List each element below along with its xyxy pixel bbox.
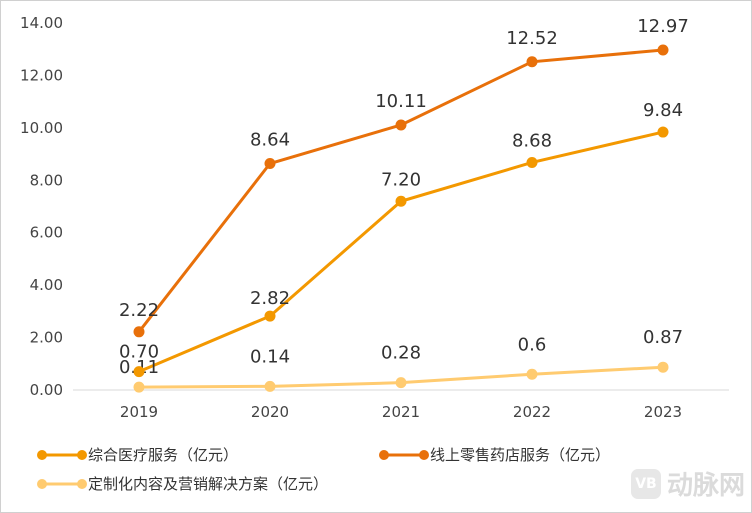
data-point-0 [526, 156, 538, 168]
data-point-0 [264, 310, 276, 322]
legend-marker-0 [37, 449, 87, 460]
y-tick-label: 12.00 [20, 66, 63, 84]
legend-item-2: 定制化内容及营销解决方案（亿元） [36, 473, 328, 494]
legend-item-0: 综合医疗服务（亿元） [36, 444, 238, 465]
data-point-1 [133, 326, 145, 338]
data-label-0: 9.84 [643, 100, 683, 121]
y-tick-label: 8.00 [30, 171, 63, 189]
data-point-1 [526, 56, 538, 68]
data-point-1 [657, 44, 669, 56]
legend-label: 线上零售药店服务（亿元） [430, 446, 611, 464]
data-point-0 [133, 366, 145, 378]
data-point-2 [133, 381, 145, 393]
x-tick-label: 2021 [382, 403, 420, 421]
data-label-1: 8.64 [250, 130, 290, 151]
watermark-logo: VB 动脉网 [630, 465, 745, 502]
series-line-0 [138, 130, 664, 374]
y-tick-label: 2.00 [30, 329, 63, 347]
y-tick-label: 4.00 [30, 276, 63, 294]
data-label-0: 7.20 [381, 169, 421, 190]
y-tick-label: 6.00 [30, 224, 63, 242]
y-tick-label: 14.00 [20, 14, 63, 32]
data-point-2 [395, 377, 407, 389]
x-tick-label: 2023 [644, 403, 682, 421]
data-point-0 [395, 195, 407, 207]
data-label-2: 0.14 [250, 346, 290, 367]
data-point-0 [657, 126, 669, 138]
y-tick-label: 0.00 [30, 381, 63, 399]
data-label-2: 0.87 [643, 327, 683, 348]
legend-label: 定制化内容及营销解决方案（亿元） [88, 475, 329, 493]
data-label-1: 12.52 [506, 28, 558, 49]
data-label-1: 10.11 [375, 91, 427, 112]
data-point-2 [526, 368, 538, 380]
legend-item-1: 线上零售药店服务（亿元） [378, 444, 610, 465]
data-label-0: 8.68 [512, 130, 552, 151]
data-label-1: 12.97 [637, 16, 689, 37]
data-label-2: 0.28 [381, 343, 421, 364]
data-point-2 [264, 380, 276, 392]
watermark-badge: VB [630, 468, 661, 499]
legend-marker-1 [379, 449, 429, 460]
data-label-1: 2.22 [119, 300, 159, 321]
data-label-0: 2.82 [250, 288, 290, 309]
y-tick-label: 10.00 [20, 119, 63, 137]
legend-marker-2 [37, 478, 87, 489]
data-label-0: 0.70 [119, 342, 159, 363]
watermark-text: 动脉网 [666, 471, 745, 501]
x-tick-label: 2020 [251, 403, 289, 421]
data-point-2 [657, 361, 669, 373]
data-point-1 [264, 158, 276, 170]
x-tick-label: 2019 [120, 403, 158, 421]
data-label-2: 0.6 [518, 334, 547, 355]
data-point-1 [395, 119, 407, 131]
x-tick-label: 2022 [513, 403, 551, 421]
legend-label: 综合医疗服务（亿元） [88, 446, 239, 464]
